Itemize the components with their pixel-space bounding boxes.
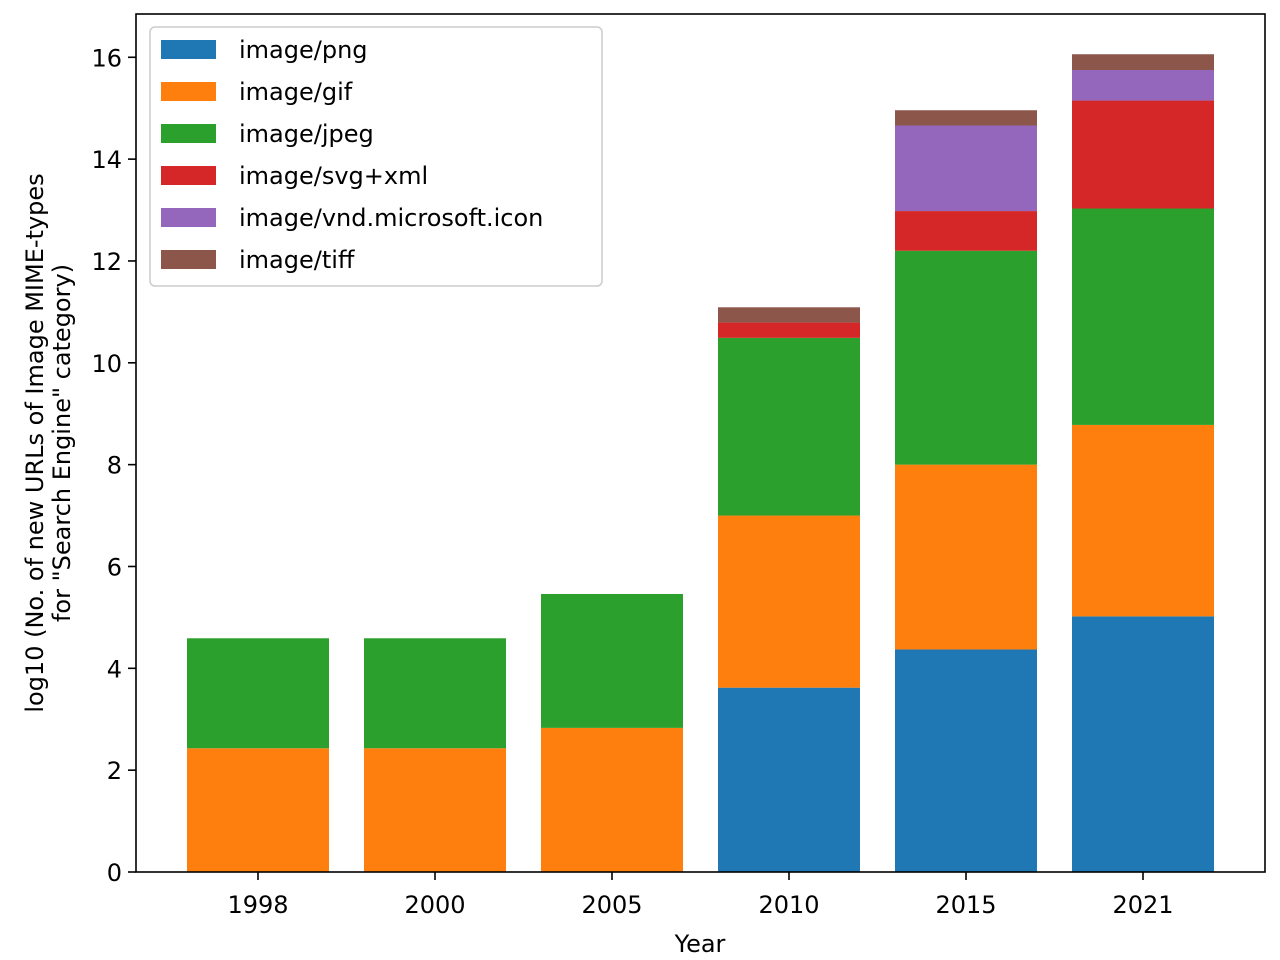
y-axis: 0 2 4 6 8 10 12 14 16: [91, 44, 136, 887]
bar-2005-image-jpeg: [541, 593, 683, 728]
bars-group: [187, 54, 1214, 872]
bar-2021-image-tiff: [1072, 54, 1214, 71]
y-tick-label: 4: [107, 655, 122, 683]
bar-2010-image-tiff: [718, 307, 860, 323]
bar-2021-image-png: [1072, 616, 1214, 872]
bar-2010-image-jpeg: [718, 337, 860, 516]
legend-swatch: [161, 166, 216, 185]
legend-swatch: [161, 208, 216, 227]
bar-2015-image-jpeg: [895, 250, 1037, 465]
bar-1998-image-jpeg: [187, 638, 329, 749]
legend-label: image/png: [239, 36, 368, 64]
bar-2000-image-gif: [364, 748, 506, 872]
bar-2015-image-png: [895, 649, 1037, 872]
x-tick-label: 2000: [404, 891, 465, 919]
x-tick-label: 2021: [1112, 891, 1173, 919]
bar-2015-image-tiff: [895, 110, 1037, 126]
bar-2015-image-gif: [895, 464, 1037, 650]
y-tick-label: 6: [107, 553, 122, 581]
legend-swatch: [161, 124, 216, 143]
bar-2010-image-png: [718, 687, 860, 872]
bar-2000-image-jpeg: [364, 638, 506, 749]
x-tick-label: 2005: [581, 891, 642, 919]
bar-2005-image-gif: [541, 727, 683, 872]
y-tick-label: 14: [91, 146, 122, 174]
y-axis-title-line-2: for "Search Engine" category): [48, 264, 76, 622]
legend-label: image/jpeg: [239, 120, 374, 148]
y-tick-label: 16: [91, 44, 122, 72]
legend-swatch: [161, 82, 216, 101]
legend-swatch: [161, 250, 216, 269]
legend: image/png image/gif image/jpeg image/svg+xm…: [149, 26, 603, 287]
bar-2021-image-jpeg: [1072, 208, 1214, 425]
x-tick-label: 2015: [935, 891, 996, 919]
bar-2021-image-svg-xml: [1072, 100, 1214, 209]
y-tick-label: 10: [91, 350, 122, 378]
x-tick-label: 1998: [227, 891, 288, 919]
x-tick-label: 2010: [758, 891, 819, 919]
plot-frame: [135, 13, 1266, 873]
y-tick-label: 8: [107, 452, 122, 480]
bar-2021-image-gif: [1072, 424, 1214, 617]
bar-2021-image-vnd-microsoft-icon: [1072, 70, 1214, 101]
bar-2015-image-vnd-microsoft-icon: [895, 125, 1037, 212]
x-axis-title: Year: [674, 930, 726, 958]
legend-swatch: [161, 40, 216, 59]
y-tick-label: 12: [91, 248, 122, 276]
legend-box: [149, 26, 603, 287]
y-tick-label: 0: [107, 859, 122, 887]
legend-label: image/svg+xml: [239, 162, 428, 190]
legend-label: image/tiff: [239, 246, 355, 274]
bar-2015-image-svg-xml: [895, 211, 1037, 251]
bar-1998-image-gif: [187, 748, 329, 872]
x-axis: 1998 2000 2005 2010 2015 2021: [227, 872, 1174, 919]
y-axis-title-line-1: log10 (No. of new URLs of Image MIME-typ…: [21, 173, 49, 712]
y-axis-title: log10 (No. of new URLs of Image MIME-typ…: [21, 173, 76, 712]
y-tick-label: 2: [107, 757, 122, 785]
legend-label: image/vnd.microsoft.icon: [239, 204, 543, 232]
legend-label: image/gif: [239, 78, 353, 106]
bar-2010-image-gif: [718, 515, 860, 688]
bar-2010-image-svg-xml: [718, 322, 860, 338]
